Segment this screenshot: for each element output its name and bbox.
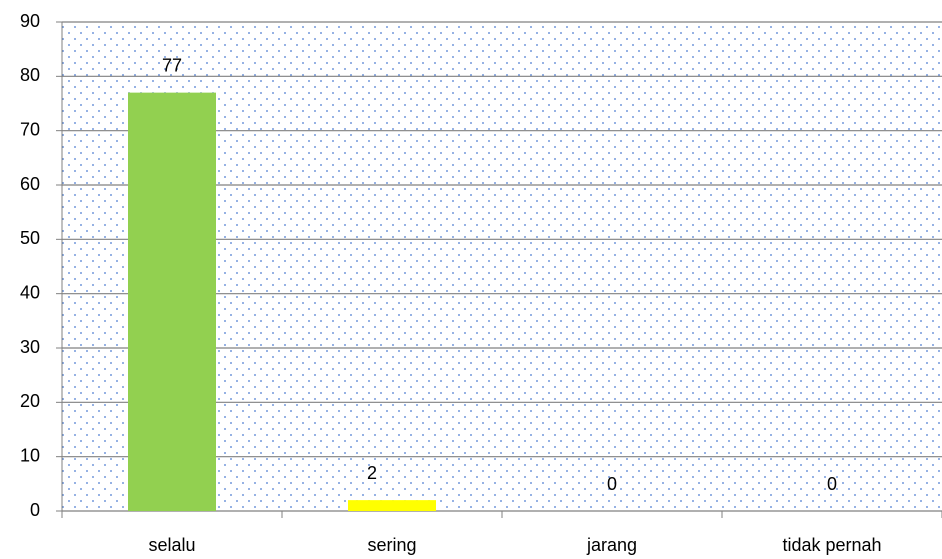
data-label: 2 [367,463,377,483]
y-tick-label: 60 [20,174,40,194]
y-tick-label: 20 [20,391,40,411]
data-label: 0 [607,474,617,494]
y-tick-label: 50 [20,228,40,248]
y-tick-label: 0 [30,500,40,520]
y-tick-label: 40 [20,282,40,302]
y-tick-label: 10 [20,445,40,465]
data-label: 0 [827,474,837,494]
x-tick-label: sering [367,535,416,555]
x-tick-label: jarang [586,535,637,555]
x-tick-label: selalu [148,535,195,555]
y-tick-label: 30 [20,337,40,357]
y-tick-label: 70 [20,119,40,139]
data-label: 77 [162,55,182,75]
bar [128,92,216,511]
bar [348,500,436,511]
y-tick-label: 80 [20,65,40,85]
y-tick-label: 90 [20,11,40,31]
x-tick-label: tidak pernah [782,535,881,555]
